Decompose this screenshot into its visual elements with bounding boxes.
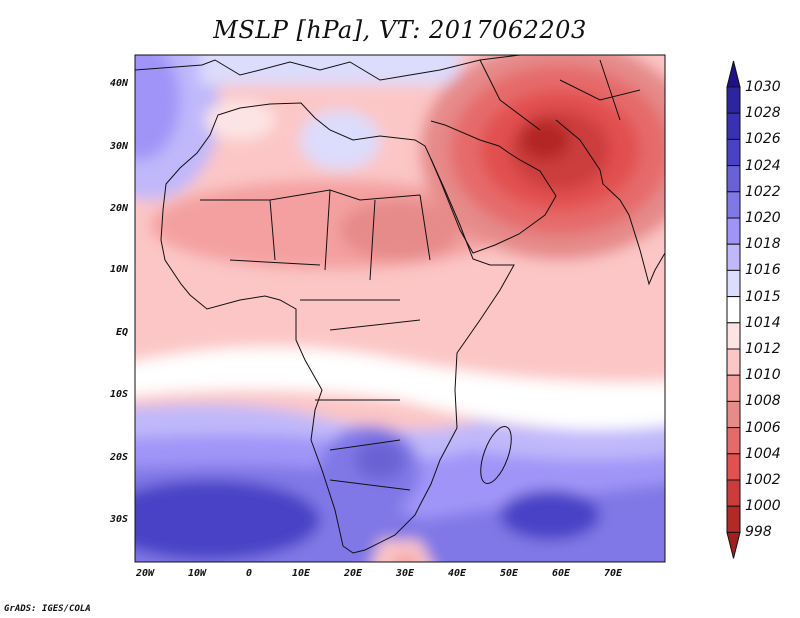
colorbar-swatch: [726, 296, 741, 324]
colorbar-swatch: [726, 191, 741, 219]
lon-tick-label: 20E: [343, 568, 363, 579]
colorbar-label: 1006: [745, 419, 781, 436]
lat-tick-label: 20S: [109, 452, 128, 463]
colorbar: [726, 60, 741, 559]
lat-tick-label: EQ: [115, 327, 128, 338]
colorbar-label: 1020: [745, 210, 781, 226]
colorbar-label: 1000: [745, 498, 781, 515]
lat-tick-label: 10S: [109, 389, 128, 400]
colorbar-label: 1026: [745, 131, 781, 148]
lat-tick-label: 20N: [109, 203, 128, 214]
colorbar-swatch: [726, 165, 741, 193]
lat-tick-label: 30S: [109, 514, 128, 525]
colorbar-swatch: [726, 374, 741, 402]
coastlines: [135, 55, 665, 554]
colorbar-swatch: [726, 505, 741, 533]
colorbar-swatch: [726, 217, 741, 245]
colorbar-label: 998: [745, 524, 772, 541]
colorbar-label: 1024: [745, 157, 781, 174]
colorbar-swatch: [726, 400, 741, 429]
lon-tick-label: 20W: [135, 568, 155, 579]
plot-title: MSLP [hPa], VT: 2017062203: [213, 16, 587, 44]
colorbar-swatch: [726, 427, 741, 455]
colorbar-label: 1002: [745, 472, 781, 488]
colorbar-label: 1010: [745, 367, 781, 384]
colorbar-label: 1028: [745, 105, 781, 122]
lon-tick-label: 40E: [447, 568, 467, 579]
pressure-field: [135, 55, 665, 562]
colorbar-label: 1030: [745, 79, 781, 95]
colorbar-swatch: [726, 322, 741, 350]
colorbar-swatch: [726, 138, 741, 167]
colorbar-label: 1004: [745, 445, 781, 462]
colorbar-label: 1012: [745, 341, 781, 357]
lat-tick-label: 40N: [109, 78, 128, 89]
grads-credit: GrADS: IGES/COLA: [4, 604, 91, 614]
colorbar-arrow-bottom: [726, 531, 741, 559]
colorbar-label: 1014: [745, 314, 781, 331]
colorbar-arrow-top: [726, 60, 741, 88]
colorbar-swatch: [726, 348, 741, 376]
lon-tick-label: 0: [245, 568, 253, 579]
lat-tick-label: 10N: [109, 264, 128, 275]
lon-tick-label: 50E: [499, 568, 519, 579]
lon-tick-label: 30E: [395, 568, 415, 579]
colorbar-label: 1015: [745, 288, 781, 305]
lon-tick-label: 60E: [551, 568, 571, 579]
lon-tick-label: 70E: [603, 568, 623, 579]
lat-tick-label: 30N: [109, 141, 128, 152]
lon-tick-label: 10W: [187, 568, 207, 579]
colorbar-label: 1016: [745, 262, 781, 279]
colorbar-swatch: [726, 453, 741, 481]
map-frame: [134, 54, 666, 563]
colorbar-swatch: [726, 479, 741, 507]
colorbar-label: 1018: [745, 236, 781, 253]
colorbar-swatch: [726, 112, 741, 140]
colorbar-swatch: [726, 269, 741, 298]
colorbar-swatch: [726, 86, 741, 114]
lon-tick-label: 10E: [291, 568, 311, 579]
colorbar-label: 1008: [745, 393, 781, 410]
colorbar-swatch: [726, 243, 741, 271]
colorbar-label: 1022: [745, 183, 781, 200]
